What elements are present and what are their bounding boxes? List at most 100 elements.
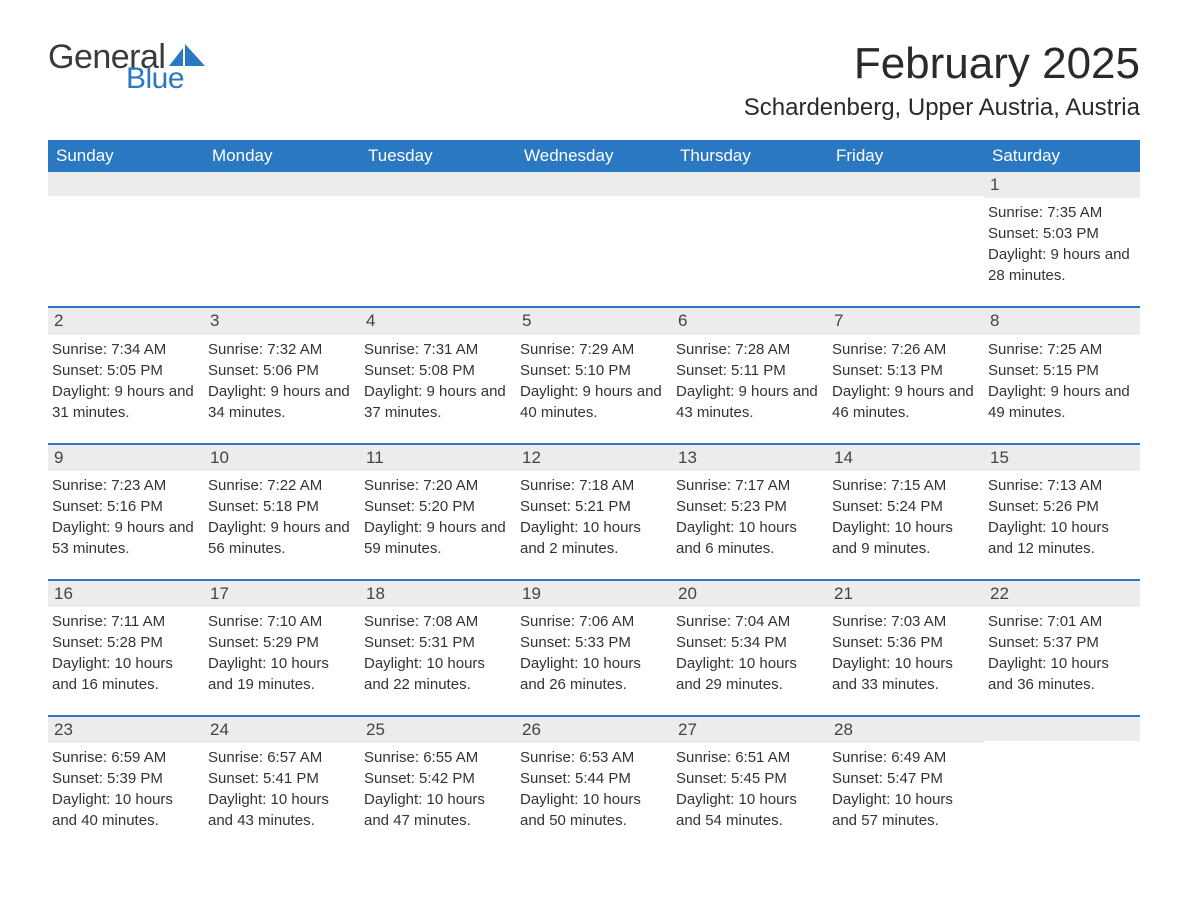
day-number: 2 [48,308,204,334]
sunset-text: Sunset: 5:26 PM [988,496,1134,517]
week-row: 16Sunrise: 7:11 AMSunset: 5:28 PMDayligh… [48,579,1140,701]
week-row: 1Sunrise: 7:35 AMSunset: 5:03 PMDaylight… [48,172,1140,292]
daylight-text: Daylight: 9 hours and 53 minutes. [52,517,198,559]
weekday-header: Thursday [672,140,828,172]
day-cell: 9Sunrise: 7:23 AMSunset: 5:16 PMDaylight… [48,445,204,565]
sunrise-text: Sunrise: 7:17 AM [676,475,822,496]
daylight-text: Daylight: 10 hours and 29 minutes. [676,653,822,695]
day-number: 20 [672,581,828,607]
calendar: Sunday Monday Tuesday Wednesday Thursday… [48,140,1140,836]
sunrise-text: Sunrise: 7:13 AM [988,475,1134,496]
day-cell: 18Sunrise: 7:08 AMSunset: 5:31 PMDayligh… [360,581,516,701]
sunset-text: Sunset: 5:15 PM [988,360,1134,381]
day-cell: 20Sunrise: 7:04 AMSunset: 5:34 PMDayligh… [672,581,828,701]
daylight-text: Daylight: 10 hours and 40 minutes. [52,789,198,831]
sunrise-text: Sunrise: 7:28 AM [676,339,822,360]
daylight-text: Daylight: 10 hours and 54 minutes. [676,789,822,831]
sunset-text: Sunset: 5:44 PM [520,768,666,789]
day-cell: 23Sunrise: 6:59 AMSunset: 5:39 PMDayligh… [48,717,204,837]
daylight-text: Daylight: 9 hours and 37 minutes. [364,381,510,423]
sunrise-text: Sunrise: 7:34 AM [52,339,198,360]
daylight-text: Daylight: 9 hours and 40 minutes. [520,381,666,423]
daylight-text: Daylight: 10 hours and 2 minutes. [520,517,666,559]
day-number: 7 [828,308,984,334]
sunrise-text: Sunrise: 7:25 AM [988,339,1134,360]
sunrise-text: Sunrise: 7:22 AM [208,475,354,496]
day-body: Sunrise: 7:34 AMSunset: 5:05 PMDaylight:… [48,335,204,429]
day-number [828,172,984,196]
day-number: 25 [360,717,516,743]
day-number [204,172,360,196]
sunset-text: Sunset: 5:33 PM [520,632,666,653]
sunrise-text: Sunrise: 6:57 AM [208,747,354,768]
day-cell: 19Sunrise: 7:06 AMSunset: 5:33 PMDayligh… [516,581,672,701]
day-number: 6 [672,308,828,334]
sunrise-text: Sunrise: 7:32 AM [208,339,354,360]
logo: General Blue [48,40,207,94]
daylight-text: Daylight: 9 hours and 31 minutes. [52,381,198,423]
sunrise-text: Sunrise: 7:31 AM [364,339,510,360]
sunset-text: Sunset: 5:28 PM [52,632,198,653]
daylight-text: Daylight: 10 hours and 36 minutes. [988,653,1134,695]
day-cell: 27Sunrise: 6:51 AMSunset: 5:45 PMDayligh… [672,717,828,837]
day-body: Sunrise: 6:57 AMSunset: 5:41 PMDaylight:… [204,743,360,837]
day-number: 15 [984,445,1140,471]
day-number: 4 [360,308,516,334]
sunset-text: Sunset: 5:41 PM [208,768,354,789]
day-cell: 7Sunrise: 7:26 AMSunset: 5:13 PMDaylight… [828,308,984,428]
sunset-text: Sunset: 5:18 PM [208,496,354,517]
day-body: Sunrise: 7:25 AMSunset: 5:15 PMDaylight:… [984,335,1140,429]
day-number [48,172,204,196]
weekday-header: Wednesday [516,140,672,172]
day-body: Sunrise: 7:15 AMSunset: 5:24 PMDaylight:… [828,471,984,565]
sunrise-text: Sunrise: 6:55 AM [364,747,510,768]
day-body: Sunrise: 7:31 AMSunset: 5:08 PMDaylight:… [360,335,516,429]
day-body [984,741,1140,751]
daylight-text: Daylight: 9 hours and 49 minutes. [988,381,1134,423]
logo-word-blue: Blue [126,64,207,94]
day-cell [204,172,360,292]
week-row: 2Sunrise: 7:34 AMSunset: 5:05 PMDaylight… [48,306,1140,428]
sunset-text: Sunset: 5:29 PM [208,632,354,653]
sunset-text: Sunset: 5:13 PM [832,360,978,381]
day-cell: 6Sunrise: 7:28 AMSunset: 5:11 PMDaylight… [672,308,828,428]
day-number: 12 [516,445,672,471]
daylight-text: Daylight: 10 hours and 22 minutes. [364,653,510,695]
sunrise-text: Sunrise: 7:29 AM [520,339,666,360]
day-cell [672,172,828,292]
daylight-text: Daylight: 10 hours and 26 minutes. [520,653,666,695]
daylight-text: Daylight: 10 hours and 16 minutes. [52,653,198,695]
daylight-text: Daylight: 10 hours and 6 minutes. [676,517,822,559]
day-body: Sunrise: 7:28 AMSunset: 5:11 PMDaylight:… [672,335,828,429]
sunset-text: Sunset: 5:10 PM [520,360,666,381]
day-number: 11 [360,445,516,471]
sunrise-text: Sunrise: 7:26 AM [832,339,978,360]
sunrise-text: Sunrise: 7:08 AM [364,611,510,632]
day-cell: 3Sunrise: 7:32 AMSunset: 5:06 PMDaylight… [204,308,360,428]
day-number: 23 [48,717,204,743]
daylight-text: Daylight: 10 hours and 12 minutes. [988,517,1134,559]
day-number: 28 [828,717,984,743]
day-number: 26 [516,717,672,743]
day-number: 19 [516,581,672,607]
week-row: 23Sunrise: 6:59 AMSunset: 5:39 PMDayligh… [48,715,1140,837]
day-number: 8 [984,308,1140,334]
day-number: 13 [672,445,828,471]
daylight-text: Daylight: 9 hours and 59 minutes. [364,517,510,559]
day-cell: 28Sunrise: 6:49 AMSunset: 5:47 PMDayligh… [828,717,984,837]
header-region: General Blue February 2025 Schardenberg,… [48,40,1140,122]
sunset-text: Sunset: 5:08 PM [364,360,510,381]
day-body: Sunrise: 7:10 AMSunset: 5:29 PMDaylight:… [204,607,360,701]
sunrise-text: Sunrise: 7:11 AM [52,611,198,632]
day-cell: 2Sunrise: 7:34 AMSunset: 5:05 PMDaylight… [48,308,204,428]
day-number: 24 [204,717,360,743]
day-body: Sunrise: 6:55 AMSunset: 5:42 PMDaylight:… [360,743,516,837]
day-number: 3 [204,308,360,334]
day-body: Sunrise: 7:03 AMSunset: 5:36 PMDaylight:… [828,607,984,701]
weekday-header-row: Sunday Monday Tuesday Wednesday Thursday… [48,140,1140,172]
day-cell: 11Sunrise: 7:20 AMSunset: 5:20 PMDayligh… [360,445,516,565]
day-body: Sunrise: 7:13 AMSunset: 5:26 PMDaylight:… [984,471,1140,565]
sunrise-text: Sunrise: 7:23 AM [52,475,198,496]
day-cell: 26Sunrise: 6:53 AMSunset: 5:44 PMDayligh… [516,717,672,837]
sunset-text: Sunset: 5:45 PM [676,768,822,789]
